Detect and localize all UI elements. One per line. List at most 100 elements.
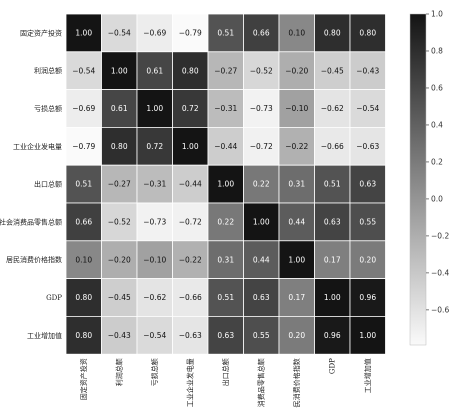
column-label-3: 工业企业发电量 [186,358,195,407]
cell-value-label-r2-c2: 1.00 [146,104,163,113]
heatmap-cell-r2-c8 [349,89,386,128]
heatmap-cell-r4-c2 [136,164,173,204]
heatmap-cell-r7-c8 [349,278,386,317]
cell-value-label-r6-c8: 0.20 [359,255,376,264]
cell-value-label-r6-c7: 0.17 [324,255,341,264]
cell-value-label-r5-c6: 0.44 [288,218,305,227]
heatmap-cell-r5-c7 [314,202,351,242]
cell-value-label-r2-c6: −0.10 [285,104,308,113]
column-label-4: 出口总额 [221,358,230,386]
heatmap-cell-r3-c3 [172,127,209,166]
heatmap-cell-r1-c8 [349,51,386,90]
cell-value-label-r8-c8: 1.00 [359,331,376,340]
cell-value-label-r5-c2: −0.73 [143,218,166,227]
cell-value-label-r2-c7: −0.62 [321,104,344,113]
heatmap-cell-r5-c3 [172,202,209,242]
cell-value-label-r7-c7: 1.00 [324,293,341,302]
heatmap-cell-r7-c2 [136,278,173,317]
cell-value-label-r8-c7: 0.96 [324,331,341,340]
cell-value-label-r3-c0: −0.79 [72,142,95,151]
cell-value-label-r5-c7: 0.63 [324,218,341,227]
cell-value-label-r0-c4: 0.51 [217,29,234,38]
cell-value-label-r6-c3: −0.22 [179,255,202,264]
cell-value-label-r2-c1: 0.61 [111,104,128,113]
column-label-0: 固定资产投资 [79,358,88,400]
heatmap-cell-r3-c8 [349,127,386,166]
heatmap-cell-r8-c6 [278,315,315,355]
heatmap-cell-r6-c0 [65,240,102,280]
heatmap-cell-r6-c6 [278,240,315,280]
cell-value-label-r0-c8: 0.80 [359,29,376,38]
heatmap-cell-r8-c2 [136,315,173,355]
cell-value-label-r0-c5: 0.66 [253,29,270,38]
row-label-6: 居民消费价格指数 [6,255,62,264]
cell-value-label-r3-c3: 1.00 [182,142,199,151]
heatmap-cell-r7-c4 [207,278,244,317]
cell-value-label-r0-c0: 1.00 [75,29,92,38]
cell-value-label-r7-c4: 0.51 [217,293,234,302]
cell-value-label-r1-c4: −0.27 [214,66,237,75]
heatmap-cell-r1-c6 [278,51,315,90]
cell-value-label-r3-c6: −0.22 [285,142,308,151]
heatmap-cell-r4-c0 [65,164,102,204]
cell-value-label-r0-c6: 0.10 [288,29,305,38]
heatmap-cell-r8-c1 [101,315,138,355]
cell-value-label-r8-c3: −0.63 [179,331,202,340]
heatmap-cell-r7-c0 [65,278,102,317]
cell-value-label-r4-c6: 0.31 [288,180,305,189]
heatmap-cells: 1.00 −0.54 −0.69 −0.79 0.51 0.66 0.10 0.80 0.80 −… [65,13,386,355]
cell-value-label-r3-c4: −0.44 [214,142,237,151]
cell-value-label-r1-c6: −0.20 [285,66,308,75]
heatmap-cell-r2-c2 [136,89,173,128]
cell-value-label-r7-c2: −0.62 [143,293,166,302]
cell-value-label-r0-c1: −0.54 [108,29,131,38]
heatmap-cell-r4-c5 [243,164,280,204]
heatmap-cell-r1-c4 [207,51,244,90]
heatmap-cell-r5-c5 [243,202,280,242]
colorbar-tick-label-2: 0.6 [431,84,443,93]
cell-value-label-r5-c4: 0.22 [217,218,234,227]
cell-value-label-r7-c1: −0.45 [108,293,131,302]
heatmap-cell-r5-c1 [101,202,138,242]
row-label-7: GDP [46,294,62,302]
colorbar: 1.0 0.8 0.6 0.4 0.2 0.0 −0.2 −0.4 −0.6 [409,10,449,346]
heatmap-cell-r5-c2 [136,202,173,242]
cell-value-label-r2-c3: 0.72 [182,104,199,113]
heatmap-cell-r6-c4 [207,240,244,280]
row-label-4: 出口总额 [34,180,62,189]
cell-value-label-r2-c0: −0.69 [72,104,95,113]
row-label-2: 亏损总额 [34,104,62,113]
cell-value-label-r1-c3: 0.80 [182,66,199,75]
colorbar-tick-label-6: −0.2 [431,231,449,240]
cell-value-label-r4-c8: 0.63 [359,180,376,189]
heatmap-cell-r1-c0 [65,51,102,90]
cell-value-label-r3-c5: −0.72 [250,142,273,151]
heatmap-cell-r1-c7 [314,51,351,90]
cell-value-label-r7-c6: 0.17 [288,293,305,302]
cell-value-label-r4-c4: 1.00 [217,180,234,189]
row-label-3: 工业企业发电量 [13,142,62,151]
cell-value-label-r5-c8: 0.55 [359,218,376,227]
cell-value-label-r8-c2: −0.54 [143,331,166,340]
cell-value-label-r1-c0: −0.54 [72,66,95,75]
heatmap-cell-r0-c7 [314,13,351,53]
cell-value-label-r3-c8: −0.63 [356,142,379,151]
column-label-2: 亏损总额 [150,358,159,386]
column-labels: 固定资产投资 利润总额 亏损总额 工业企业发电量 出口总额 消费品零售总额 居民消费价格指数… [79,358,372,408]
column-label-5: 消费品零售总额 [257,358,266,407]
heatmap-cell-r2-c0 [65,89,102,128]
heatmap-cell-r8-c3 [172,315,209,355]
row-label-1: 利润总额 [34,66,62,75]
cell-value-label-r8-c0: 0.80 [75,331,92,340]
heatmap-cell-r4-c6 [278,164,315,204]
row-label-5: 社会消费品零售总额 [0,217,62,226]
cell-value-label-r0-c7: 0.80 [324,29,341,38]
heatmap-cell-r6-c1 [101,240,138,280]
cell-value-label-r4-c7: 0.51 [324,180,341,189]
cell-value-label-r1-c8: −0.43 [356,66,379,75]
heatmap-cell-r8-c0 [65,315,102,355]
colorbar-tick-label-5: 0.0 [431,195,443,204]
cell-value-label-r1-c1: 1.00 [111,66,128,75]
cell-value-label-r6-c4: 0.31 [217,255,234,264]
heatmap-cell-r2-c4 [207,89,244,128]
